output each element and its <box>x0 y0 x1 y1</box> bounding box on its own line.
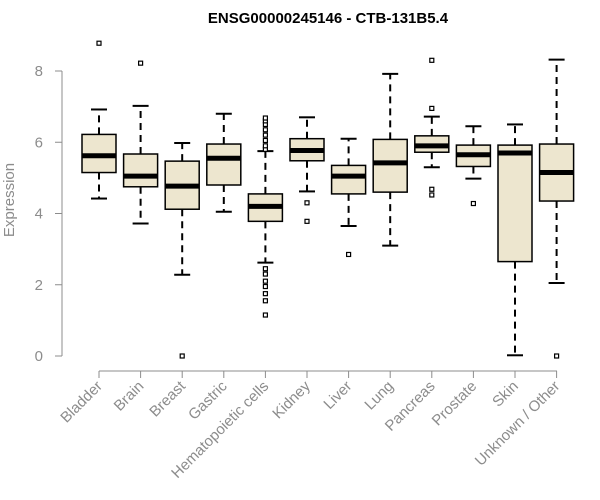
y-tick-label: 4 <box>35 206 43 223</box>
box-brain <box>122 60 159 225</box>
outlier-point <box>553 353 560 359</box>
x-tick-label: Breast <box>146 377 189 420</box>
x-tick-label: Liver <box>320 378 355 413</box>
outlier-point <box>262 298 268 304</box>
outlier-point <box>262 291 268 297</box>
outlier-point <box>179 353 185 359</box>
box-lung <box>372 72 408 247</box>
y-tick-label: 6 <box>35 134 43 151</box>
outlier-point <box>262 312 268 318</box>
y-tick-label: 8 <box>35 63 43 80</box>
x-tick-label: Skin <box>489 378 522 411</box>
box-kidney <box>289 116 325 224</box>
outlier-point <box>262 283 268 290</box>
outlier-point <box>262 143 268 149</box>
outlier-point <box>304 200 310 206</box>
outlier-point <box>138 60 144 66</box>
iqr-box <box>206 143 242 186</box>
box-gastric <box>206 112 242 213</box>
iqr-box <box>372 138 408 193</box>
y-axis-label: Expression <box>1 163 18 237</box>
outlier-point <box>346 251 352 258</box>
chart-title: ENSG00000245146 - CTB-131B5.4 <box>208 10 449 27</box>
box-skin <box>497 123 533 357</box>
x-tick-label: Kidney <box>269 377 314 422</box>
iqr-box <box>330 164 367 195</box>
iqr-box <box>497 144 533 263</box>
iqr-box <box>122 153 159 188</box>
box-breast <box>164 141 200 359</box>
outlier-point <box>304 218 310 224</box>
y-tick-label: 0 <box>35 348 43 365</box>
outlier-point <box>262 266 268 272</box>
x-tick-label: Lung <box>361 378 397 414</box>
outlier-point <box>470 200 476 207</box>
box-unknown-other <box>538 58 575 359</box>
box-liver <box>330 137 367 258</box>
x-tick-label: Bladder <box>57 378 106 427</box>
boxes <box>81 40 575 359</box>
y-ticks: 0 2 4 6 8 <box>35 63 62 365</box>
outlier-point <box>429 186 435 192</box>
outlier-point <box>262 278 268 284</box>
outlier-point <box>96 40 102 46</box>
x-tick-label: Brain <box>111 378 148 415</box>
outlier-point <box>262 271 268 277</box>
box-bladder <box>81 40 117 200</box>
outlier-point <box>262 127 268 133</box>
x-tick-label: Prostate <box>429 378 481 430</box>
box-prostate <box>455 125 492 207</box>
outlier-point <box>262 115 268 121</box>
box-hematopoietic-cells <box>247 115 284 318</box>
outlier-point <box>262 137 268 144</box>
outlier-point <box>262 132 268 138</box>
outlier-point <box>429 57 435 63</box>
outlier-point <box>429 105 435 112</box>
y-tick-label: 2 <box>35 277 43 294</box>
outlier-point <box>429 192 435 198</box>
box-pancreas <box>414 57 450 198</box>
